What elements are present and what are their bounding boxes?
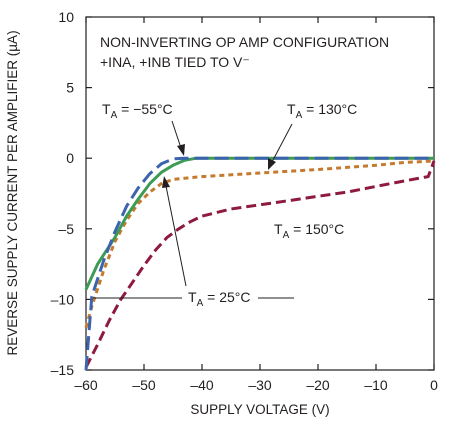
- annotation-line-2: +INA, +INB TIED TO V⁻: [100, 54, 250, 70]
- y-tick-label: 10: [58, 9, 74, 25]
- x-tick-label: –30: [248, 377, 272, 393]
- y-tick-label: –10: [51, 291, 75, 307]
- arrowhead-ta-130: [268, 158, 276, 170]
- arrowhead-ta-25: [162, 176, 170, 188]
- x-tick-label: –10: [364, 377, 388, 393]
- leader-ta-25-diag: [165, 185, 187, 287]
- x-tick-label: –60: [74, 377, 98, 393]
- y-axis-title: REVERSE SUPPLY CURRENT PER AMPLIFIER (µA…: [5, 30, 20, 355]
- x-tick-label: –20: [306, 377, 330, 393]
- series-line-minus55c: [84, 156, 434, 371]
- series-line-130c: [84, 159, 435, 328]
- annotation-line-1: NON-INVERTING OP AMP CONFIGURATION: [100, 34, 389, 50]
- leader-ta-minus55: [171, 120, 182, 149]
- label-ta-130: TA = 130°C: [287, 101, 357, 121]
- x-axis-title: SUPPLY VOLTAGE (V): [190, 402, 329, 417]
- x-tick-label: –50: [132, 377, 156, 393]
- y-tick-label: 5: [66, 80, 74, 96]
- x-tick-label: 0: [430, 377, 438, 393]
- y-tick-label: 0: [66, 150, 74, 166]
- label-ta-25: TA = 25°C: [188, 289, 250, 309]
- annotation-box: NON-INVERTING OP AMP CONFIGURATION +INA,…: [96, 26, 426, 74]
- series-line-25c: [84, 156, 434, 291]
- label-ta-150: TA = 150°C: [274, 221, 344, 241]
- x-tick-label: –40: [190, 377, 214, 393]
- series-line-150c: [84, 160, 436, 368]
- series-lines: [84, 156, 436, 371]
- arrowhead-ta-minus55: [177, 144, 185, 156]
- y-tick-label: –5: [58, 221, 74, 237]
- series-annotations: TA = −55°C TA = 130°C TA = 150°C TA = 25…: [93, 101, 364, 309]
- leader-ta-130: [271, 123, 293, 163]
- y-tick-label: –15: [51, 362, 75, 378]
- label-ta-minus55: TA = −55°C: [102, 101, 173, 121]
